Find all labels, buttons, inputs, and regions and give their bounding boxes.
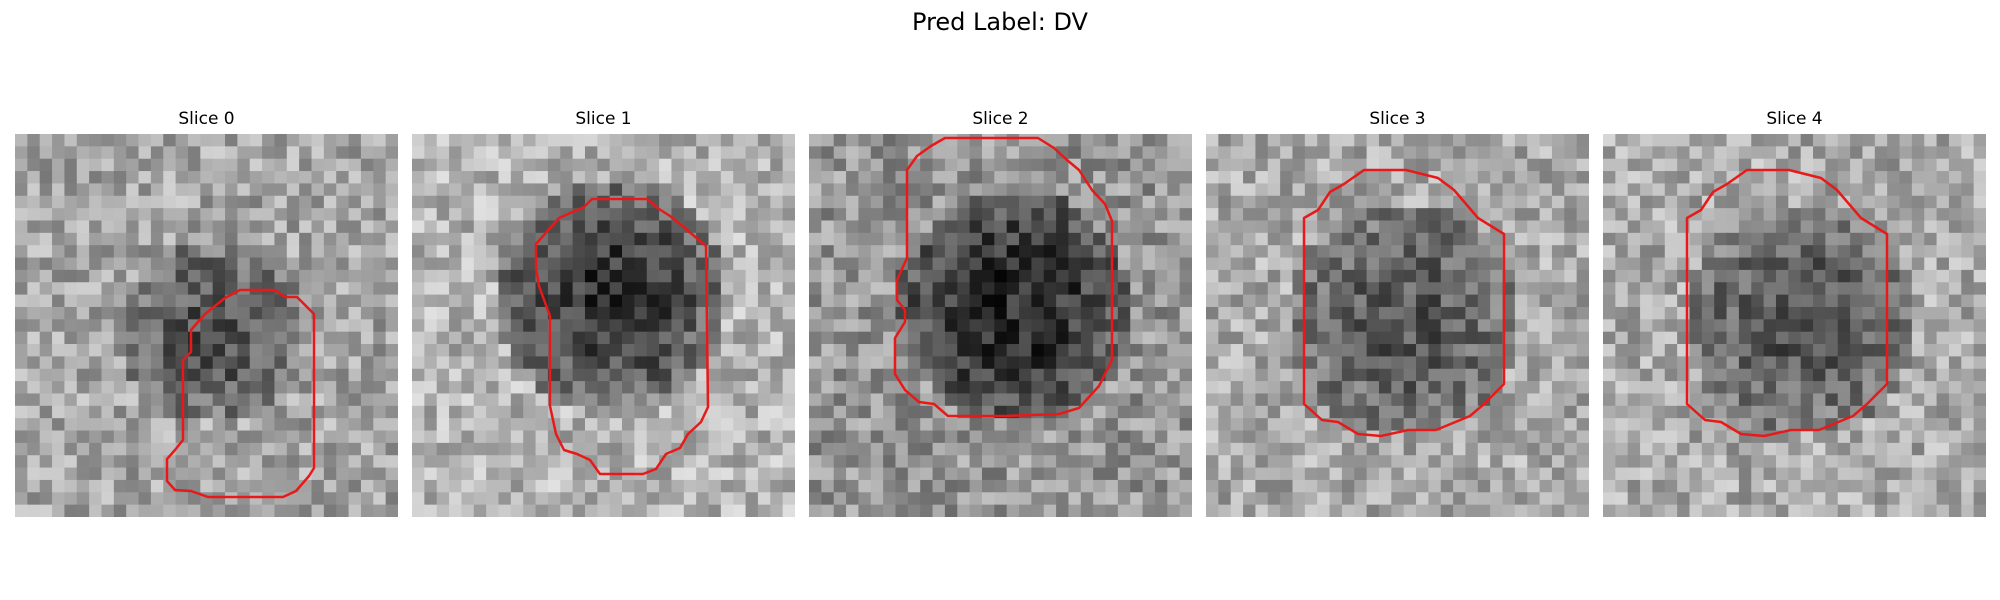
grayscale-pixels-2 xyxy=(809,134,1192,517)
grayscale-pixels-4 xyxy=(1603,134,1986,517)
prediction-contour-3 xyxy=(1302,168,1506,438)
prediction-contour-1 xyxy=(534,197,710,476)
prediction-contour-2 xyxy=(893,136,1114,418)
slice-title-4: Slice 4 xyxy=(1766,109,1823,129)
figure-title: Pred Label: DV xyxy=(912,8,1088,36)
slice-image-2 xyxy=(809,134,1192,517)
grayscale-pixels-3 xyxy=(1206,134,1589,517)
grayscale-pixels-0 xyxy=(15,134,398,517)
slice-panel-1: Slice 1 xyxy=(412,108,795,517)
slice-title-1: Slice 1 xyxy=(575,109,632,129)
slice-panel-3: Slice 3 xyxy=(1206,108,1589,517)
slice-panel-4: Slice 4 xyxy=(1603,108,1986,517)
slice-panel-2: Slice 2 xyxy=(809,108,1192,517)
slice-title-2: Slice 2 xyxy=(972,109,1029,129)
slice-title-0: Slice 0 xyxy=(178,109,235,129)
slice-panel-0: Slice 0 xyxy=(15,108,398,517)
prediction-contour-4 xyxy=(1685,168,1889,438)
slice-image-4 xyxy=(1603,134,1986,517)
slice-image-0 xyxy=(15,134,398,517)
grayscale-pixels-1 xyxy=(412,134,795,517)
slice-image-3 xyxy=(1206,134,1589,517)
slice-image-1 xyxy=(412,134,795,517)
prediction-contour-0 xyxy=(165,288,316,499)
slice-title-3: Slice 3 xyxy=(1369,109,1426,129)
